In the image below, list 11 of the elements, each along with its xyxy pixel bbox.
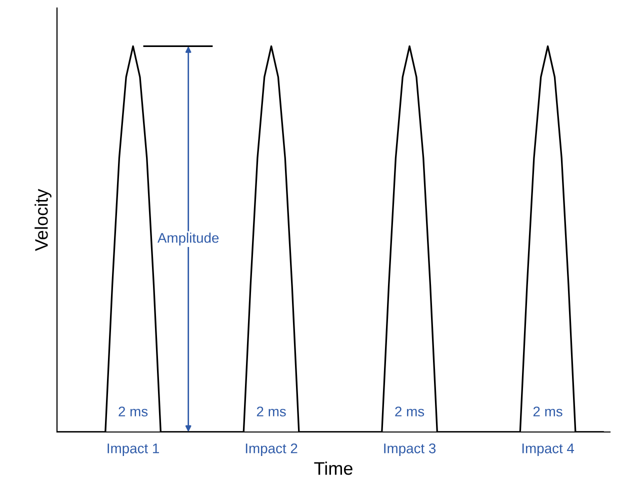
- annotation: 2 ms: [256, 406, 286, 416]
- x-tick-label: Impact 4: [522, 444, 574, 456]
- annotation: Amplitude: [157, 232, 219, 246]
- x-axis-title: Time: [314, 462, 352, 475]
- x-tick-label: Impact 3: [384, 443, 436, 456]
- annotation: 2 ms: [395, 406, 424, 416]
- annotation: 2 ms: [118, 406, 148, 416]
- annotation: 2 ms: [533, 406, 562, 416]
- x-tick-label: Impact 1: [108, 444, 159, 456]
- x-tick-label: Impact 2: [246, 443, 298, 456]
- y-axis-title: Velocity: [34, 188, 52, 252]
